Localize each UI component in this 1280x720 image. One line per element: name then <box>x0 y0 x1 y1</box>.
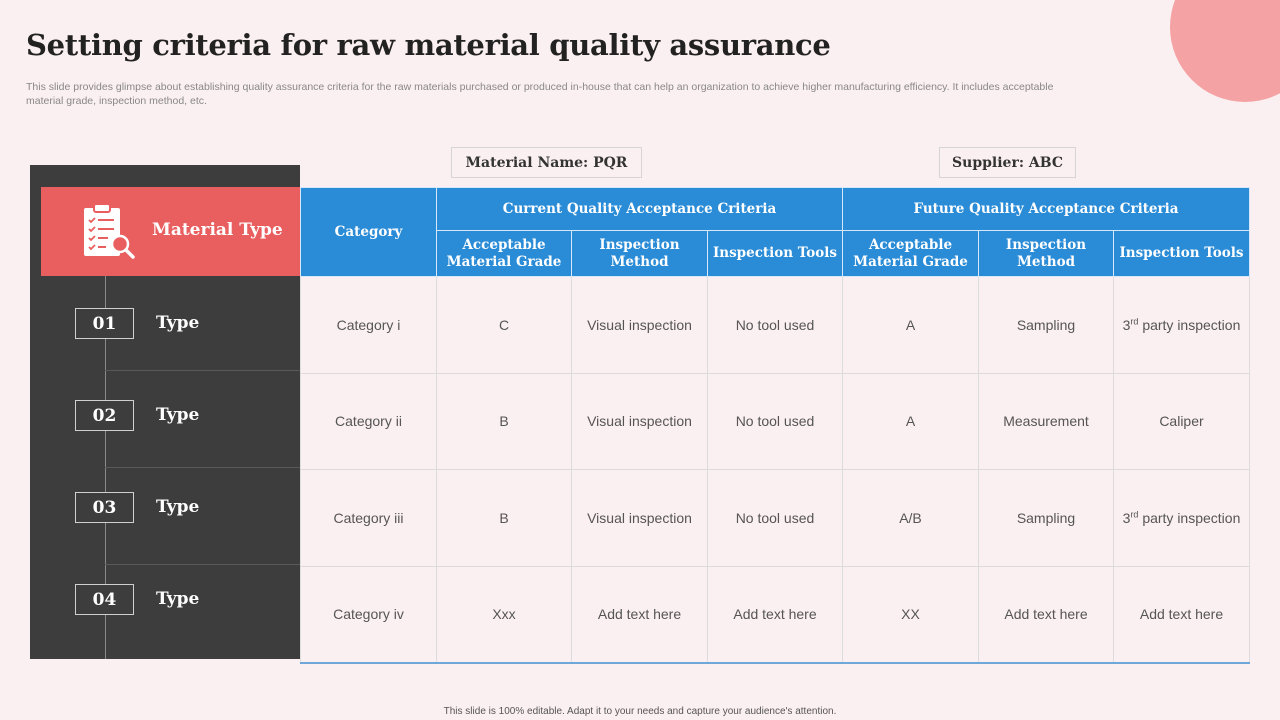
cell-future-method: Measurement <box>978 372 1114 470</box>
cell-future-method: Add text here <box>978 565 1114 664</box>
type-number-01: 01 <box>75 308 134 339</box>
cell-future-tools: 3rd party inspection <box>1113 469 1250 567</box>
row-divider <box>105 370 300 371</box>
cell-current-grade: Xxx <box>436 565 572 664</box>
future-tools-header: Inspection Tools <box>1113 230 1250 277</box>
cell-current-grade: B <box>436 469 572 567</box>
type-number-04: 04 <box>75 584 134 615</box>
cell-current-method: Visual inspection <box>571 372 708 470</box>
category-header: Category <box>300 187 437 277</box>
decorative-corner-circle <box>1170 0 1280 102</box>
cell-future-tools: Caliper <box>1113 372 1250 470</box>
current-method-header: Inspection Method <box>571 230 708 277</box>
type-label-02: Type <box>156 405 200 425</box>
type-label-04: Type <box>156 589 200 609</box>
cell-category: Category iv <box>300 565 437 664</box>
cell-current-tools: No tool used <box>707 469 843 567</box>
cell-current-method: Visual inspection <box>571 276 708 374</box>
current-tools-header: Inspection Tools <box>707 230 843 277</box>
cell-future-grade: A/B <box>842 469 979 567</box>
type-number-03: 03 <box>75 492 134 523</box>
cell-category: Category iii <box>300 469 437 567</box>
clipboard-search-icon <box>84 203 135 259</box>
cell-future-grade: A <box>842 276 979 374</box>
row-divider <box>105 467 300 468</box>
slide-title: Setting criteria for raw material qualit… <box>26 28 831 62</box>
cell-future-tools: 3rd party inspection <box>1113 276 1250 374</box>
cell-future-grade: XX <box>842 565 979 664</box>
cell-future-tools: Add text here <box>1113 565 1250 664</box>
table-row: Category i C Visual inspection No tool u… <box>300 276 1250 374</box>
cell-future-method: Sampling <box>978 276 1114 374</box>
cell-current-method: Visual inspection <box>571 469 708 567</box>
criteria-table: Category Current Quality Acceptance Crit… <box>300 187 1250 664</box>
cell-future-grade: A <box>842 372 979 470</box>
cell-current-grade: C <box>436 276 572 374</box>
cell-current-tools: No tool used <box>707 276 843 374</box>
cell-category: Category i <box>300 276 437 374</box>
material-name-label: Material Name: PQR <box>451 147 642 178</box>
footer-note: This slide is 100% editable. Adapt it to… <box>443 706 837 717</box>
future-method-header: Inspection Method <box>978 230 1114 277</box>
current-criteria-header: Current Quality Acceptance Criteria <box>436 187 843 231</box>
cell-category: Category ii <box>300 372 437 470</box>
material-type-label: Material Type <box>152 220 283 240</box>
type-number-02: 02 <box>75 400 134 431</box>
table-row: Category ii B Visual inspection No tool … <box>300 372 1250 470</box>
type-label-01: Type <box>156 313 200 333</box>
future-grade-header: Acceptable Material Grade <box>842 230 979 277</box>
cell-current-grade: B <box>436 372 572 470</box>
current-grade-header: Acceptable Material Grade <box>436 230 572 277</box>
cell-current-tools: Add text here <box>707 565 843 664</box>
future-criteria-header: Future Quality Acceptance Criteria <box>842 187 1250 231</box>
cell-current-method: Add text here <box>571 565 708 664</box>
cell-current-tools: No tool used <box>707 372 843 470</box>
slide-subtitle: This slide provides glimpse about establ… <box>26 81 1054 107</box>
type-label-03: Type <box>156 497 200 517</box>
table-row: Category iv Xxx Add text here Add text h… <box>300 565 1250 664</box>
supplier-label: Supplier: ABC <box>939 147 1076 178</box>
cell-future-method: Sampling <box>978 469 1114 567</box>
table-row: Category iii B Visual inspection No tool… <box>300 469 1250 567</box>
row-divider <box>105 564 300 565</box>
